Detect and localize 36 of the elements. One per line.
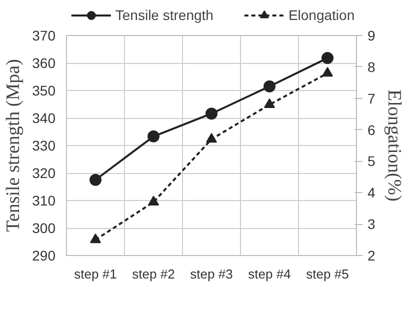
y-tick-label: 350 <box>32 82 56 98</box>
y-tick-label: 300 <box>32 220 56 236</box>
point <box>90 234 101 244</box>
x-tick-label: step #4 <box>248 266 291 282</box>
point <box>90 174 102 186</box>
y2-tick-label: 5 <box>368 153 376 170</box>
x-tick-label: step #2 <box>132 266 175 282</box>
x-tick-label: step #5 <box>306 266 349 282</box>
y-tick-label: 340 <box>32 110 56 126</box>
x-tick-label: step #3 <box>190 266 233 282</box>
point <box>264 98 275 108</box>
y2-tick-label: 4 <box>368 184 376 201</box>
y-axis-title: Tensile strength (Mpa) <box>3 59 24 232</box>
point <box>322 52 334 64</box>
y-tick-label: 320 <box>32 165 56 181</box>
y2-tick-label: 9 <box>368 28 376 44</box>
point <box>206 132 217 143</box>
y-tick-label: 330 <box>32 138 56 154</box>
point <box>264 80 276 92</box>
y-tick-label: 360 <box>32 55 56 71</box>
y2-tick-label: 7 <box>368 90 376 106</box>
point <box>148 130 160 142</box>
y2-axis-title: Elongation(%) <box>383 90 404 202</box>
y2-tick-label: 8 <box>368 58 376 75</box>
x-tick-label: step #1 <box>74 266 117 282</box>
legend-label: Elongation <box>288 7 355 23</box>
y2-tick-label: 3 <box>368 216 376 232</box>
y-tick-label: 370 <box>32 28 56 44</box>
y2-tick-label: 2 <box>368 248 376 264</box>
legend-label: Tensile strength <box>115 7 214 23</box>
y-tick-label: 290 <box>32 248 56 264</box>
point <box>206 108 218 120</box>
point <box>322 66 333 77</box>
point <box>148 196 159 206</box>
y2-tick-label: 6 <box>368 122 376 138</box>
y-tick-label: 310 <box>32 192 56 208</box>
